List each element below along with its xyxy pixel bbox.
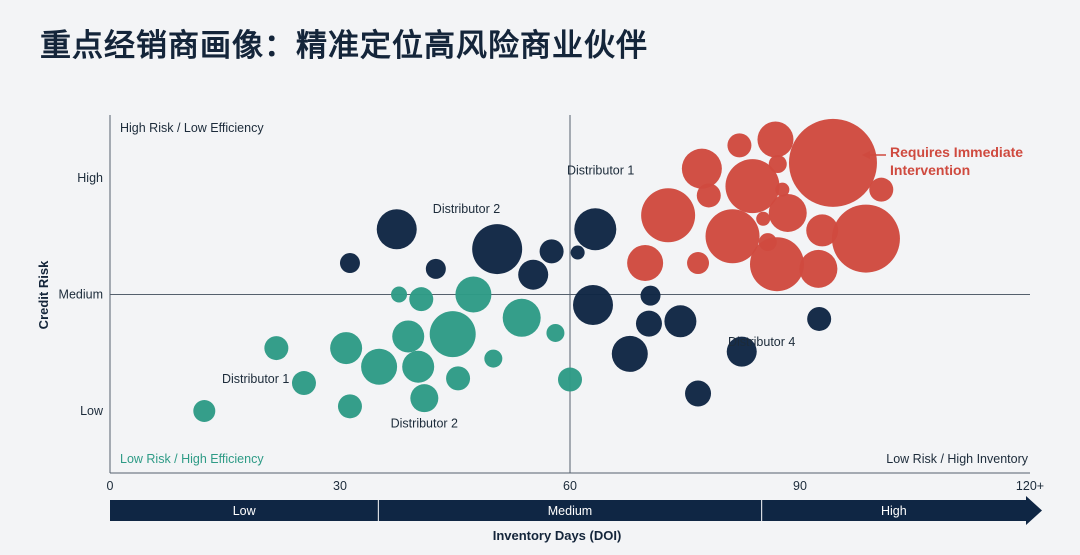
navy-bubble [726,336,757,367]
red-bubble [705,209,760,264]
red-bubble [627,245,664,282]
teal-bubble [502,298,541,337]
red-bubble [727,133,752,158]
teal-bubble [402,350,435,383]
teal-bubble [446,366,471,391]
red-bubble [831,204,900,273]
teal-bubble [391,286,408,303]
distributor-label: Distributor 1 [567,164,634,178]
quadrant-label-top-left: High Risk / Low Efficiency [120,121,264,135]
callout-line-1: Requires Immediate [890,144,1023,160]
distributor-label: Distributor 2 [391,416,458,430]
x-tick-label: 90 [793,479,807,493]
axis-ticks: 0 30 60 90 120+ Low Medium High [59,171,1045,493]
teal-bubble [558,367,582,392]
y-tick-label: Medium [59,288,103,302]
navy-bubble [425,258,446,279]
teal-bubble [429,311,476,358]
chart-frame [109,115,1030,474]
navy-bubble [472,224,523,275]
distributor-label: Distributor 4 [728,335,795,349]
red-bubble [756,211,771,226]
doi-band: Low Medium High [110,496,1042,525]
navy-bubble [635,310,662,337]
x-tick-label: 60 [563,479,577,493]
doi-band-label: Medium [548,504,592,518]
x-axis-title: Inventory Days (DOI) [493,528,622,543]
teal-bubble [291,371,316,396]
distributor-label: Distributor 1 [222,372,289,386]
teal-bubble [455,276,492,313]
teal-bubble [392,320,425,353]
distributor-label: Distributor 2 [433,202,500,216]
red-bubble [768,155,787,174]
x-tick-label: 30 [333,479,347,493]
doi-band-label: High [881,504,907,518]
navy-bubble [574,208,617,251]
red-bubble [799,249,838,288]
teal-bubble [409,287,434,312]
quadrant-label-bottom-right: Low Risk / High Inventory [886,452,1028,466]
red-bubble [757,121,794,158]
navy-bubble [539,239,564,264]
red-bubble [768,193,807,232]
callout-line-2: Intervention [890,162,970,178]
label-layer: Distributor 1 Distributor 2 Distributor 4 D… [222,164,795,431]
red-bubble [641,188,696,243]
callout-arrow-head [862,151,870,159]
x-tick-label: 0 [107,479,114,493]
red-bubble [775,182,790,197]
red-bubble [696,183,721,208]
bubble-layer [193,118,900,422]
teal-bubble [484,349,503,368]
red-bubble [725,159,780,214]
doi-band-arrow [110,496,1042,525]
teal-bubble [330,332,363,365]
y-tick-label: Low [80,404,104,418]
doi-band-label: Low [233,504,257,518]
navy-bubble [611,335,648,372]
red-bubble [681,148,722,189]
callout-text: Requires Immediate Intervention [890,144,1027,178]
red-bubble [687,252,710,275]
page-title: 重点经销商画像：精准定位高风险商业伙伴 [40,28,648,64]
red-bubble [869,177,894,202]
x-tick-label: 120+ [1016,479,1044,493]
navy-bubble [685,380,712,407]
navy-bubble [518,259,549,290]
teal-bubble [193,400,216,422]
teal-bubble [264,336,289,361]
teal-bubble [337,394,362,419]
navy-bubble [339,253,360,274]
teal-bubble [410,384,439,413]
red-bubble [788,118,877,207]
navy-bubble [573,284,613,325]
teal-bubble [361,348,398,385]
teal-bubble [546,323,565,342]
navy-bubble [376,209,417,250]
navy-bubble [807,306,832,331]
navy-bubble [640,285,661,306]
y-tick-label: High [77,171,103,185]
red-bubble [806,214,839,247]
callout-annotation: Requires Immediate Intervention [862,144,1027,178]
quadrant-label-bottom-left: Low Risk / High Efficiency [120,452,264,466]
navy-bubble [570,245,585,260]
red-bubble [750,237,804,292]
y-axis-title: Credit Risk [36,260,51,329]
navy-bubble [664,305,697,338]
